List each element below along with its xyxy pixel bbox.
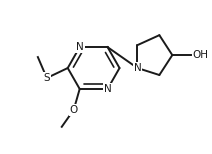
Text: N: N [76,42,84,52]
Text: O: O [70,105,78,115]
Text: N: N [104,84,112,94]
Text: N: N [134,63,141,73]
Text: OH: OH [192,50,208,60]
Text: S: S [43,73,50,83]
